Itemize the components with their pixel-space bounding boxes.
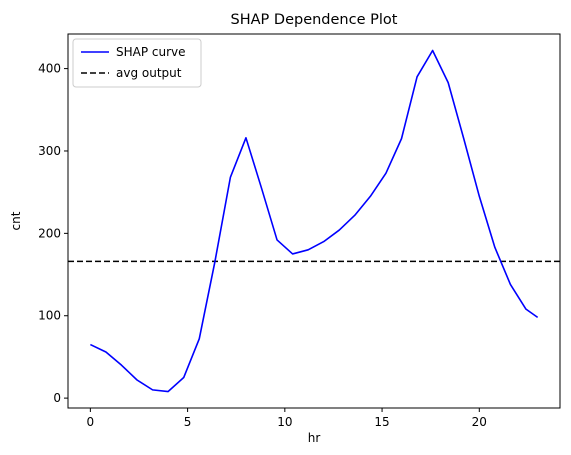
y-tick-label: 100 [38,309,61,323]
shap-curve-line [90,49,539,393]
y-axis: 0 100 200 300 400 [38,62,68,405]
y-tick-label: 300 [38,144,61,158]
legend: SHAP curve avg output [72,38,202,88]
x-tick-label: 20 [472,415,487,429]
y-axis-label: cnt [9,211,23,230]
x-axis: 0 5 10 15 20 [87,408,487,429]
y-tick-label: 0 [53,391,61,405]
x-tick-label: 0 [87,415,95,429]
chart-title: SHAP Dependence Plot [231,12,398,28]
legend-label-shap-curve: SHAP curve [116,45,186,59]
plot-frame [67,33,561,409]
x-tick-label: 5 [184,415,192,429]
y-tick-label: 200 [38,226,61,240]
x-tick-label: 10 [277,415,292,429]
legend-label-avg-output: avg output [116,66,182,80]
plot-area [68,49,560,393]
y-tick-label: 400 [38,62,61,76]
x-tick-label: 15 [374,415,389,429]
legend-box [72,38,202,88]
x-axis-label: hr [308,431,321,445]
